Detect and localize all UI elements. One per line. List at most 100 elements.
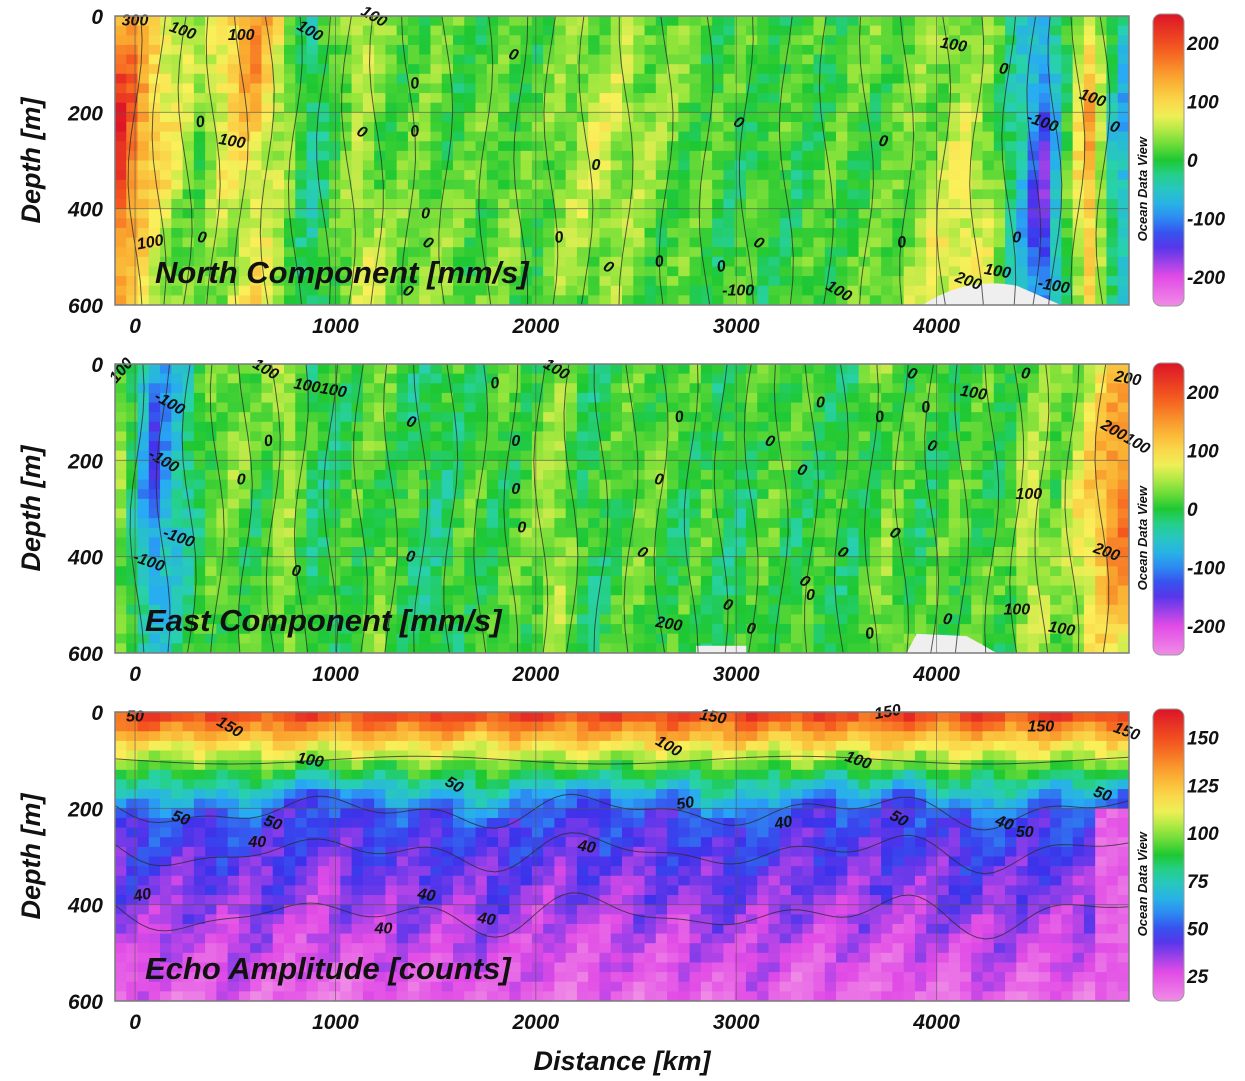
heatmap-cell: [430, 431, 443, 442]
heatmap-cell: [430, 227, 443, 239]
heatmap-cell: [486, 383, 499, 394]
heatmap-cell: [441, 595, 454, 606]
heatmap-cell: [599, 131, 612, 142]
heatmap-cell: [148, 64, 161, 75]
heatmap-cell: [836, 595, 848, 606]
heatmap-cell: [993, 160, 1006, 171]
heatmap-cell: [588, 131, 601, 142]
heatmap-cell: [441, 208, 454, 219]
heatmap-cell: [565, 44, 578, 56]
heatmap-cell: [847, 295, 860, 305]
heatmap-cell: [779, 518, 792, 529]
heatmap-cell: [385, 54, 398, 65]
heatmap-cell: [948, 131, 961, 142]
heatmap-cell: [565, 412, 578, 423]
heatmap-cell: [554, 527, 567, 538]
heatmap-cell: [813, 141, 826, 152]
heatmap-cell: [284, 189, 296, 200]
heatmap-cell: [329, 170, 341, 181]
heatmap-cell: [374, 141, 386, 152]
heatmap-cell: [599, 179, 612, 190]
heatmap-cell: [464, 556, 477, 567]
heatmap-cell: [115, 633, 127, 644]
heatmap-cell: [182, 170, 195, 181]
heatmap-cell: [622, 450, 634, 461]
heatmap-cell: [295, 150, 308, 162]
heatmap-cell: [160, 441, 172, 452]
heatmap-cell: [441, 441, 454, 452]
heatmap-cell: [644, 256, 657, 268]
heatmap-cell: [824, 392, 837, 404]
heatmap-cell: [723, 402, 736, 413]
heatmap-cell: [464, 469, 477, 481]
heatmap-cell: [351, 537, 364, 548]
heatmap-cell: [700, 247, 713, 258]
heatmap-cell: [306, 489, 319, 500]
heatmap-cell: [734, 450, 747, 461]
contour-line: [513, 16, 529, 305]
heatmap-cell: [1106, 199, 1119, 210]
heatmap-cell: [329, 208, 341, 219]
heatmap-cell: [430, 93, 443, 104]
heatmap-cell: [441, 489, 454, 500]
heatmap-cell: [261, 227, 274, 239]
heatmap-cell: [576, 498, 589, 510]
heatmap-cell: [261, 170, 274, 181]
heatmap-cell: [137, 508, 150, 519]
heatmap-cell: [565, 479, 578, 490]
heatmap-cell: [115, 624, 127, 635]
heatmap-cell: [1117, 256, 1129, 268]
heatmap-cell: [407, 93, 420, 104]
heatmap-cell: [126, 508, 139, 519]
heatmap-cell: [982, 131, 995, 142]
heatmap-cell: [329, 285, 341, 296]
heatmap-cell: [486, 614, 499, 625]
heatmap-cell: [622, 199, 634, 210]
heatmap-cell: [869, 566, 882, 577]
heatmap-cell: [633, 373, 646, 384]
heatmap-cell: [374, 604, 386, 616]
heatmap-cell: [374, 614, 386, 625]
heatmap-cell: [171, 16, 184, 27]
heatmap-cell: [926, 392, 939, 404]
heatmap-cell: [712, 247, 724, 258]
heatmap-cell: [160, 83, 172, 94]
heatmap-cell: [385, 189, 398, 200]
heatmap-cell: [340, 412, 353, 423]
heatmap-cell: [543, 585, 555, 596]
heatmap-cell: [531, 112, 544, 123]
heatmap-cell: [284, 16, 296, 27]
heatmap-cell: [182, 16, 195, 27]
heatmap-cell: [148, 479, 161, 490]
heatmap-cell: [655, 64, 668, 75]
heatmap-cell: [824, 199, 837, 210]
heatmap-cell: [689, 73, 702, 85]
heatmap-cell: [565, 421, 578, 433]
heatmap-cell: [509, 44, 522, 56]
heatmap-cell: [1061, 83, 1074, 94]
heatmap-cell: [982, 83, 995, 94]
heatmap-cell: [926, 131, 939, 142]
heatmap-cell: [960, 237, 972, 248]
heatmap-cell: [678, 383, 691, 394]
heatmap-cell: [745, 527, 758, 538]
heatmap-cell: [407, 256, 420, 268]
heatmap-cell: [1072, 141, 1085, 152]
heatmap-cell: [588, 150, 601, 162]
heatmap-cell: [993, 256, 1006, 268]
heatmap-cell: [712, 237, 724, 248]
heatmap-cell: [610, 25, 623, 36]
heatmap-cell: [238, 392, 251, 404]
heatmap-cell: [419, 199, 432, 210]
heatmap-cell: [148, 25, 161, 36]
heatmap-cell: [745, 247, 758, 258]
heatmap-cell: [148, 373, 161, 384]
heatmap-cell: [160, 25, 172, 36]
heatmap-cell: [1117, 266, 1129, 277]
heatmap-cell: [227, 227, 240, 239]
heatmap-cell: [238, 141, 251, 152]
heatmap-cell: [1072, 227, 1085, 239]
heatmap-cell: [171, 604, 184, 616]
heatmap-cell: [148, 518, 161, 529]
heatmap-cell: [723, 392, 736, 404]
